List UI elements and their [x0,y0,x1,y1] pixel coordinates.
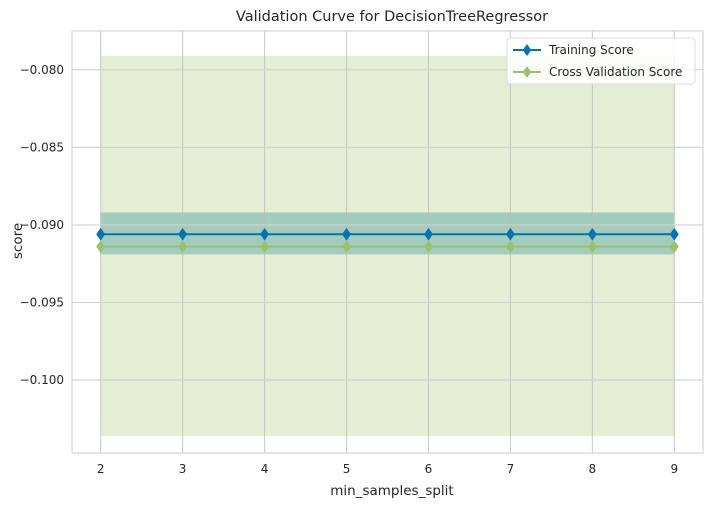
x-tick-label: 7 [507,462,515,476]
data-point-training [178,227,188,241]
plot-frame [71,30,704,454]
x-tick-label: 3 [179,462,187,476]
y-tick-label: −0.080 [20,63,64,77]
plot-background [72,31,703,453]
data-point-cross-validation [260,240,270,254]
legend-swatch-marker [522,44,532,56]
data-point-training [587,227,597,241]
legend-box [506,37,696,85]
y-axis-label: score [10,223,26,259]
legend-label: Cross Validation Score [549,65,682,79]
x-tick-label: 9 [670,462,678,476]
data-point-training [260,227,270,241]
y-tick-label: −0.100 [20,373,64,387]
x-axis-label: min_samples_split [330,483,453,499]
data-point-training [505,227,515,241]
data-point-cross-validation [178,240,188,254]
data-point-training [342,227,352,241]
x-tick-label: 6 [425,462,433,476]
x-tick-label: 8 [589,462,597,476]
data-point-cross-validation [587,240,597,254]
x-tick-label: 2 [97,462,105,476]
data-point-training [669,227,679,241]
y-tick-label: −0.090 [20,218,64,232]
chart-title: Validation Curve for DecisionTreeRegress… [236,9,548,25]
y-tick-label: −0.095 [20,296,64,310]
data-point-cross-validation [423,240,433,254]
legend-label: Training Score [548,43,634,57]
data-point-training [423,227,433,241]
data-point-cross-validation [505,240,515,254]
legend: Training Score Cross Validation Score [506,37,696,85]
data-point-training [96,227,106,241]
data-point-cross-validation [96,240,106,254]
data-point-cross-validation [669,240,679,254]
y-tick-label: −0.085 [20,140,64,154]
plot-area: 2 3 4 5 6 7 8 9 −0.080 −0.085 −0.090 −0.095 −0.100 [20,30,704,476]
data-point-cross-validation [342,240,352,254]
x-tick-label: 5 [343,462,351,476]
x-tick-label: 4 [261,462,269,476]
legend-swatch-marker [522,66,532,78]
